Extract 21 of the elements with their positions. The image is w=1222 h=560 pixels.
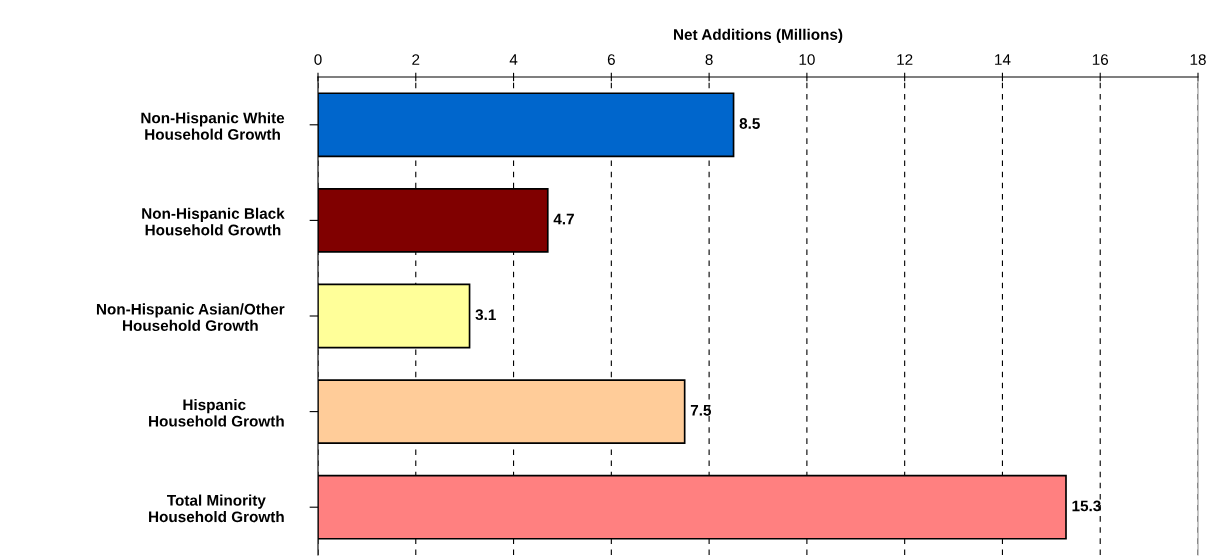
x-tick-label: 0 <box>314 54 322 65</box>
data-label: 7.5 <box>690 405 712 416</box>
x-axis-title: Net Additions (Millions) <box>674 28 843 44</box>
data-label: 15.3 <box>1072 500 1101 512</box>
data-label: 3.1 <box>475 309 496 321</box>
x-tick-label: 4 <box>509 54 518 65</box>
y-tick-label: Non-Hispanic White Household Growth <box>141 112 285 140</box>
y-tick-label: Non-Hispanic Asian/Other Household Growth <box>96 303 285 332</box>
x-tick-label: 8 <box>705 54 713 65</box>
x-tick-label: 18 <box>1190 54 1206 65</box>
y-tick-label: Hispanic Household Growth <box>149 398 284 427</box>
x-tick-label: 16 <box>1092 54 1109 65</box>
y-tick-label: Non-Hispanic Black Household Growth <box>142 207 285 236</box>
data-label: 4.7 <box>553 213 574 225</box>
x-tick-label: 12 <box>897 54 913 65</box>
x-tick-label: 2 <box>412 54 420 65</box>
x-tick-label: 14 <box>995 54 1011 65</box>
x-tick-label: 10 <box>799 54 815 65</box>
data-label: 8.5 <box>739 118 760 129</box>
x-tick-label: 6 <box>607 54 615 65</box>
y-tick-label: Total Minority Household Growth <box>149 494 284 523</box>
